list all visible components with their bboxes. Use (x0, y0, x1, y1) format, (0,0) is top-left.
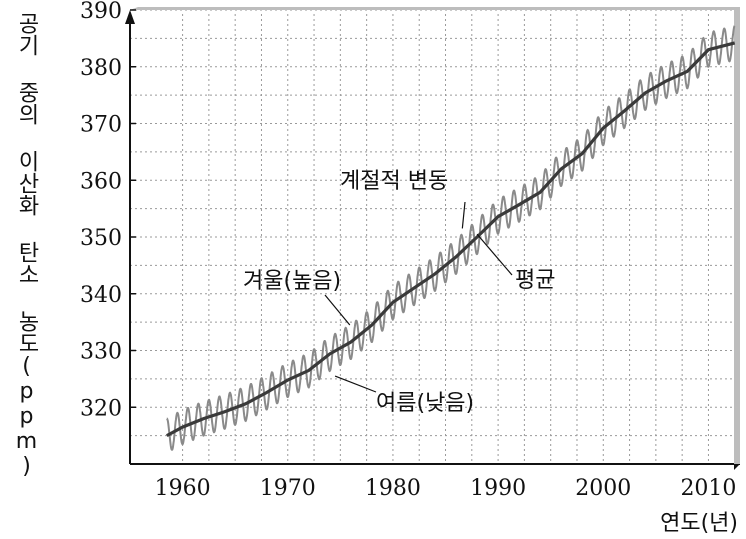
x-tick-label: 1980 (365, 476, 421, 501)
leader-summer (334, 375, 377, 393)
seasonal-variation-line (166, 25, 736, 451)
x-tick-label: 2010 (680, 476, 736, 501)
annotation-summer-low: 여름(낮음) (376, 391, 474, 416)
leader-mean (476, 233, 513, 276)
grid (130, 9, 740, 464)
x-tick-label: 1990 (470, 476, 526, 501)
y-tick-label: 350 (80, 226, 122, 251)
leader-winter (324, 294, 351, 326)
mean-line (166, 41, 736, 438)
y-tick-label: 340 (80, 283, 122, 308)
frame-top-shadow (130, 7, 740, 10)
y-axis-label: 공기 중의 이산화 탄소 농도(ppm) (14, 12, 39, 479)
annotation-mean: 평균 (515, 268, 555, 293)
annotation-seasonal: 계절적 변동 (340, 169, 448, 194)
y-axis-arrowhead (125, 10, 135, 24)
x-tick-label: 2000 (575, 476, 631, 501)
annotation-leaders (324, 201, 513, 393)
y-tick-label: 380 (80, 56, 122, 81)
axes (125, 7, 740, 470)
y-tick-labels: 390 380 370 360 350 340 330 320 (80, 0, 136, 421)
y-tick-label: 330 (80, 340, 122, 365)
x-axis-label: 연도(년) (660, 511, 738, 536)
x-tick-labels: 1960 1970 1980 1990 2000 2010 (155, 476, 737, 501)
y-tick-label: 370 (80, 113, 122, 138)
x-tick-label: 1970 (260, 476, 316, 501)
frame-right-shadow (734, 7, 740, 464)
annotation-winter-high: 겨울(높음) (243, 269, 341, 294)
y-tick-label: 360 (80, 169, 122, 194)
y-tick-label: 390 (80, 0, 122, 24)
y-tick-label: 320 (80, 396, 122, 421)
x-tick-label: 1960 (155, 476, 211, 501)
leader-seasonal (461, 201, 466, 229)
